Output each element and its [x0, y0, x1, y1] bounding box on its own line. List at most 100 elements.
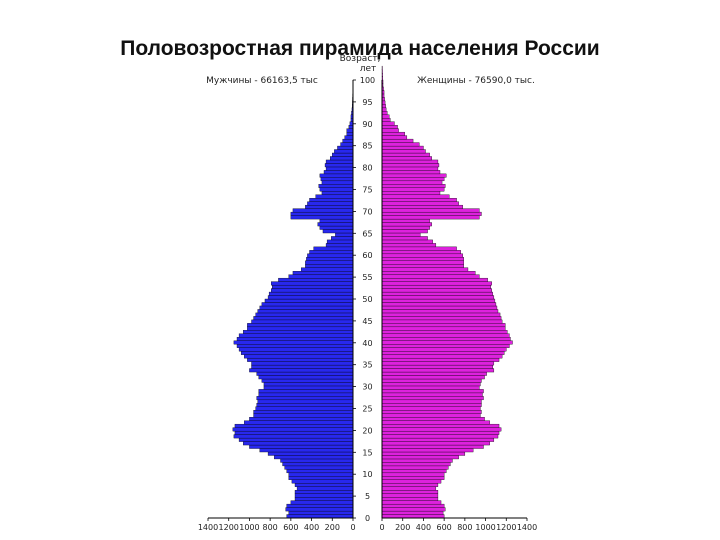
- male-bar: [307, 201, 354, 206]
- female-bar: [381, 142, 420, 147]
- female-bar: [381, 364, 493, 369]
- male-bar: [258, 375, 354, 380]
- male-bar: [251, 319, 354, 324]
- age-tick-label: 35: [362, 361, 372, 370]
- male-bar: [321, 180, 354, 185]
- female-bar: [381, 309, 499, 314]
- female-bar: [381, 330, 508, 334]
- male-bar: [324, 163, 354, 168]
- female-x-tick-label: 1400: [517, 523, 537, 532]
- male-bar: [290, 211, 354, 216]
- male-bar: [259, 305, 354, 310]
- male-bar: [335, 232, 354, 237]
- male-bar: [290, 500, 354, 505]
- male-bar: [268, 291, 354, 296]
- female-x-tick-label: 0: [379, 523, 384, 532]
- male-bar: [344, 135, 354, 140]
- female-bar: [381, 479, 442, 484]
- male-bar: [256, 396, 354, 401]
- age-axis-title-line-2: лет: [360, 64, 377, 74]
- female-bar: [381, 218, 430, 223]
- male-x-tick-label: 1200: [219, 523, 239, 532]
- male-bar: [282, 462, 354, 467]
- female-bar: [381, 361, 495, 366]
- female-bar: [381, 215, 480, 220]
- female-bar: [381, 420, 490, 425]
- female-bar: [381, 458, 453, 463]
- male-bar: [255, 312, 354, 317]
- male-bar: [240, 350, 354, 355]
- female-bar: [381, 427, 502, 432]
- female-bar: [381, 291, 493, 296]
- male-bar: [274, 455, 354, 460]
- male-bar: [243, 330, 354, 334]
- male-bar: [259, 448, 354, 453]
- male-bar: [249, 417, 354, 421]
- age-axis-title-line-1: Возраст,: [340, 54, 381, 64]
- male-bar: [247, 323, 354, 328]
- female-bar: [381, 69, 383, 74]
- male-bar: [234, 430, 354, 435]
- male-bar: [288, 510, 354, 515]
- female-series-label: Женщины - 76590,0 тыс.: [417, 76, 535, 86]
- female-bar: [381, 184, 446, 188]
- female-bar: [381, 410, 482, 414]
- female-bar: [381, 434, 499, 439]
- female-bar: [381, 177, 445, 182]
- female-bar: [381, 347, 507, 352]
- male-bar: [313, 246, 354, 251]
- female-bar: [381, 455, 459, 460]
- female-bar: [381, 430, 500, 435]
- male-x-tick-label: 1000: [239, 523, 259, 532]
- male-bar: [257, 399, 354, 404]
- female-bar: [381, 243, 437, 248]
- female-bar: [381, 128, 399, 133]
- male-bar: [271, 281, 354, 286]
- male-bar: [309, 250, 354, 255]
- female-bar: [381, 277, 488, 282]
- male-bar: [238, 437, 354, 442]
- female-bar: [381, 465, 449, 470]
- male-x-tick-label: 200: [325, 523, 340, 532]
- male-bar: [288, 274, 354, 279]
- female-bar: [381, 250, 461, 255]
- female-bar: [381, 326, 506, 331]
- female-bar: [381, 76, 384, 81]
- female-bar: [381, 406, 481, 411]
- male-bar: [309, 198, 354, 202]
- male-bar: [305, 260, 354, 265]
- male-bar: [288, 472, 354, 477]
- female-bar: [381, 173, 447, 178]
- female-bar: [381, 121, 395, 126]
- age-tick-label: 85: [362, 142, 372, 151]
- male-bar: [292, 208, 354, 213]
- male-x-tick-label: 1400: [198, 523, 218, 532]
- age-tick-label: 50: [362, 295, 372, 304]
- female-bar: [381, 490, 439, 494]
- male-bar: [322, 229, 354, 234]
- male-bar: [234, 423, 354, 428]
- age-tick-label: 90: [362, 120, 372, 129]
- female-bar: [381, 125, 398, 129]
- female-bar: [381, 198, 457, 202]
- male-bar: [286, 503, 354, 508]
- age-tick-label: 25: [362, 405, 372, 414]
- male-bar: [251, 364, 354, 369]
- male-bar: [325, 243, 354, 248]
- male-bar: [238, 347, 354, 352]
- male-bar: [278, 277, 354, 282]
- male-bar: [331, 236, 354, 241]
- female-bar: [381, 392, 483, 397]
- age-tick-label: 95: [362, 98, 372, 107]
- female-bar: [381, 316, 502, 321]
- male-bar: [320, 177, 354, 182]
- female-bar: [381, 396, 484, 401]
- female-bar: [381, 476, 445, 480]
- male-bar: [307, 253, 354, 258]
- female-bar: [381, 437, 495, 442]
- male-bar: [253, 316, 354, 321]
- female-bar: [381, 118, 391, 122]
- age-tick-label: 70: [362, 207, 372, 216]
- age-tick-label: 20: [362, 426, 372, 435]
